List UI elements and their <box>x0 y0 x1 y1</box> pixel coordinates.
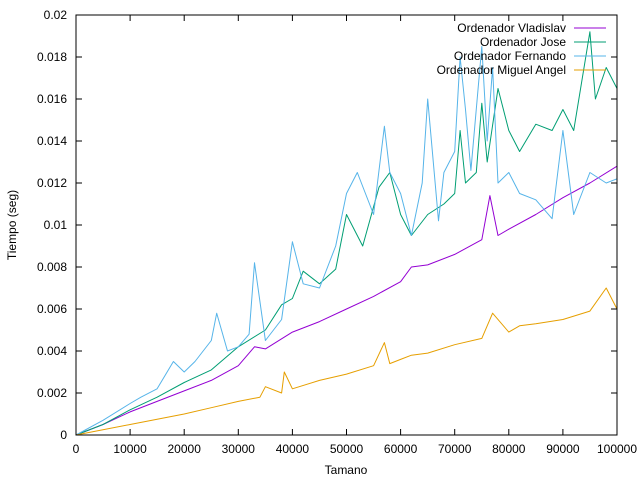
y-tick-label: 0.01 <box>44 218 68 232</box>
legend-label: Ordenador Jose <box>480 35 566 49</box>
series-line-2 <box>75 31 618 436</box>
series-line-4 <box>75 287 618 436</box>
y-tick-label: 0.006 <box>37 302 67 316</box>
legend-label: Ordenador Vladislav <box>457 21 566 35</box>
axes-layer: 0 10000 20000 30000 40000 50000 60000 70000 8000… <box>37 8 637 456</box>
x-tick-label: 30000 <box>222 442 256 456</box>
y-tick-label: 0.018 <box>37 50 67 64</box>
x-tick-label: 100000 <box>597 442 637 456</box>
series-layer <box>75 31 618 436</box>
y-tick-label: 0.004 <box>37 344 67 358</box>
plot-frame <box>75 14 618 436</box>
series-line-3 <box>75 46 618 436</box>
x-axis-label: Tamano <box>325 463 368 477</box>
y-tick-label: 0.02 <box>44 8 68 22</box>
x-tick-label: 0 <box>73 442 80 456</box>
x-tick-label: 20000 <box>168 442 202 456</box>
y-tick-label: 0.016 <box>37 92 67 106</box>
y-tick-label: 0.002 <box>37 386 67 400</box>
x-tick-label: 90000 <box>546 442 580 456</box>
x-tick-label: 50000 <box>330 442 364 456</box>
x-tick-label: 10000 <box>113 442 147 456</box>
x-tick-label: 70000 <box>438 442 472 456</box>
x-tick-label: 40000 <box>276 442 310 456</box>
y-tick-label: 0.014 <box>37 134 67 148</box>
x-tick-label: 60000 <box>384 442 418 456</box>
y-tick-label: 0.008 <box>37 260 67 274</box>
series-line-1 <box>75 165 618 436</box>
legend-label: Ordenador Fernando <box>454 49 566 63</box>
legend-label: Ordenador Miguel Angel <box>437 63 566 77</box>
y-tick-label: 0 <box>60 428 67 442</box>
y-tick-label: 0.012 <box>37 176 67 190</box>
x-tick-label: 80000 <box>492 442 526 456</box>
y-axis-label: Tiempo (seg) <box>5 190 19 260</box>
